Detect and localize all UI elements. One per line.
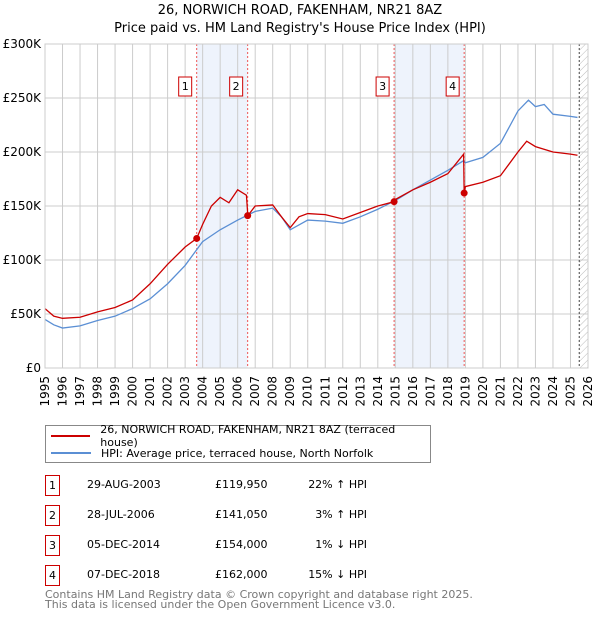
y-tick-label: £0: [26, 361, 41, 375]
x-tick-label: 2020: [476, 376, 490, 407]
x-tick-label: 2018: [441, 376, 455, 407]
sale-number: 2: [45, 505, 60, 526]
sale-number: 3: [45, 535, 60, 556]
sale-marker-2: 2: [229, 76, 244, 97]
legend: 26, NORWICH ROAD, FAKENHAM, NR21 8AZ (te…: [45, 423, 431, 463]
sale-hpi-diff: 22% ↑ HPI: [308, 478, 367, 491]
x-tick-label: 2025: [563, 376, 577, 407]
sale-date: 28-JUL-2006: [87, 508, 155, 521]
legend-label-price: 26, NORWICH ROAD, FAKENHAM, NR21 8AZ (te…: [100, 423, 396, 449]
sale-price: £154,000: [215, 538, 268, 551]
marker-label: 2: [233, 80, 240, 93]
footer-licence: This data is licensed under the Open Gov…: [45, 598, 396, 611]
x-tick-label: 2021: [493, 376, 507, 407]
legend-swatch-price: [51, 435, 91, 437]
x-tick-label: 2015: [388, 376, 402, 407]
marker-box: [375, 76, 390, 97]
y-tick-label: £50K: [10, 307, 42, 321]
x-tick-label: 2010: [301, 376, 315, 407]
x-tick-label: 1997: [73, 376, 87, 407]
x-tick-label: 2000: [126, 376, 140, 407]
sale-number: 4: [45, 565, 60, 586]
footer-copyright: Contains HM Land Registry data © Crown c…: [45, 588, 473, 601]
legend-item-hpi: HPI: Average price, terraced house, Nort…: [51, 445, 373, 461]
sale-marker-1: 1: [178, 76, 193, 97]
x-tick-label: 1995: [38, 376, 52, 407]
x-tick-label: 2007: [248, 376, 262, 407]
footer: Contains HM Land Registry data © Crown c…: [45, 588, 473, 611]
sale-point-3: [390, 198, 398, 206]
sale-price: £119,950: [215, 478, 268, 491]
sale-marker-4: 4: [445, 76, 460, 97]
chart-subtitle: Price paid vs. HM Land Registry's House …: [114, 21, 486, 36]
marker-box: [229, 76, 244, 97]
x-tick-label: 1999: [108, 376, 122, 407]
y-tick-label: £100K: [3, 253, 43, 267]
marker-box: [445, 76, 460, 97]
x-tick-label: 2016: [406, 376, 420, 407]
x-tick-label: 2011: [318, 376, 332, 407]
x-tick-label: 1996: [56, 376, 70, 407]
x-tick-label: 2013: [353, 376, 367, 407]
chart-title: 26, NORWICH ROAD, FAKENHAM, NR21 8AZ: [157, 3, 443, 18]
marker-label: 4: [449, 80, 456, 93]
x-tick-label: 2002: [161, 376, 175, 407]
x-tick-label: 2019: [458, 376, 472, 407]
legend-item-price: 26, NORWICH ROAD, FAKENHAM, NR21 8AZ (te…: [51, 423, 430, 449]
y-tick-label: £150K: [3, 199, 43, 213]
marker-box: [178, 76, 193, 97]
sale-date: 07-DEC-2018: [87, 568, 161, 581]
plot-border: [44, 43, 589, 369]
sale-point-1: [193, 234, 201, 242]
legend-label-hpi: HPI: Average price, terraced house, Nort…: [101, 446, 374, 460]
sale-date: 05-DEC-2014: [87, 538, 161, 551]
legend-swatch-hpi: [51, 452, 91, 454]
x-tick-label: 2026: [581, 376, 595, 407]
x-tick-label: 2014: [371, 376, 385, 407]
sale-price: £141,050: [215, 508, 268, 521]
x-tick-label: 2006: [231, 376, 245, 407]
x-tick-label: 2009: [283, 376, 297, 407]
x-tick-label: 2023: [528, 376, 542, 407]
sale-number: 1: [45, 475, 60, 496]
sale-price: £162,000: [215, 568, 268, 581]
marker-label: 1: [182, 80, 189, 93]
sale-hpi-diff: 1% ↓ HPI: [315, 538, 367, 551]
x-tick-label: 2012: [336, 376, 350, 407]
x-tick-label: 2008: [266, 376, 280, 407]
x-tick-label: 2004: [196, 376, 210, 407]
sale-hpi-diff: 3% ↑ HPI: [315, 508, 367, 521]
sale-hpi-diff: 15% ↓ HPI: [308, 568, 367, 581]
price-chart: 1995 1996 1997 1998 1999 2000 2001 2002 2003 2004…: [3, 37, 595, 407]
x-tick-label: 2022: [511, 376, 525, 407]
x-tick-label: 2024: [546, 376, 560, 407]
x-tick-label: 2001: [143, 376, 157, 407]
sale-point-4: [460, 189, 468, 197]
x-tick-label: 2005: [213, 376, 227, 407]
sale-marker-3: 3: [375, 76, 390, 97]
y-tick-label: £300K: [3, 37, 43, 51]
price-line: [44, 140, 578, 319]
x-tick-label: 1998: [91, 376, 105, 407]
sale-date: 29-AUG-2003: [87, 478, 161, 491]
x-tick-label: 2017: [423, 376, 437, 407]
forecast-hatch: [579, 44, 588, 368]
marker-label: 3: [379, 80, 386, 93]
x-tick-label: 2003: [178, 376, 192, 407]
sale-point-2: [244, 212, 252, 220]
y-tick-label: £200K: [3, 145, 43, 159]
hpi-line: [44, 99, 578, 329]
y-tick-label: £250K: [3, 91, 43, 105]
